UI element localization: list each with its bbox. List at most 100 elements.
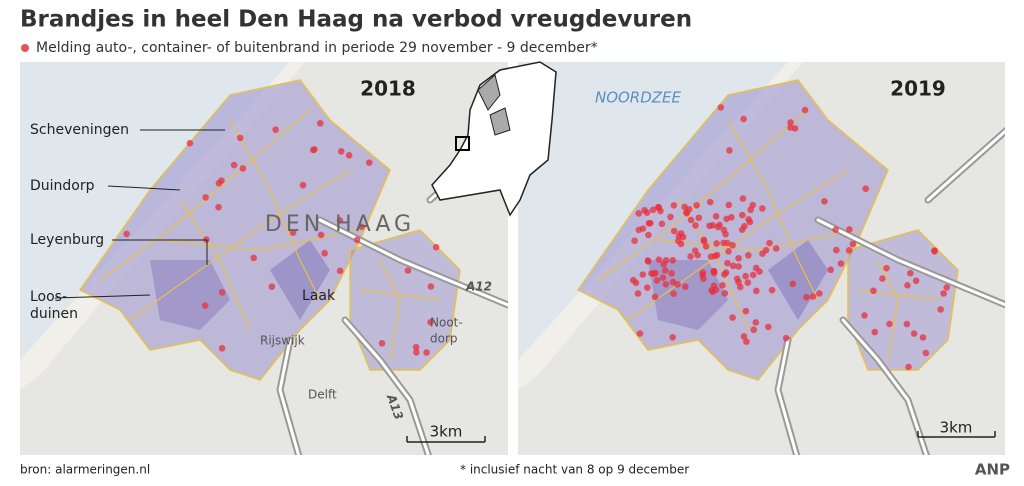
incident-dot [702,243,710,250]
incident-dot [378,339,386,347]
incident-dot [886,320,893,328]
incident-dot [816,290,823,297]
incident-dot [706,198,714,206]
incident-dot [787,124,794,131]
incident-dot [692,222,699,229]
incident-dot [203,236,210,243]
place-label: Leyenburg [30,232,104,248]
incident-dot [423,349,430,356]
incident-dot [725,201,733,209]
incident-dot [940,290,947,297]
incident-dot [123,230,130,238]
incident-dot [724,259,731,267]
incident-dot [747,206,755,214]
incident-dot [883,264,890,272]
incident-dot [218,344,226,352]
incident-dot [321,249,328,257]
incident-dot [937,306,944,313]
incident-dot [904,282,911,289]
incident-dot [639,271,647,278]
incident-dot [635,210,643,217]
incident-dot [871,328,879,336]
place-label: Scheveningen [30,122,129,138]
place-label: Delft [308,388,337,402]
incident-dot [756,268,763,275]
incident-dot [693,201,700,209]
incident-dot [736,283,744,291]
incident-dot [289,229,297,236]
incident-dot [750,326,758,334]
legend-text: Melding auto-, container- of buitenbrand… [36,40,598,56]
incident-dot [365,159,373,166]
incident-dot [740,115,747,123]
incident-dot [317,231,325,239]
incident-dot [907,269,914,277]
incident-dot [670,202,678,209]
incident-dot [752,319,760,326]
incident-dot [427,283,435,290]
incident-dot [700,275,707,282]
place-label: Rijswijk [260,334,305,348]
incident-dot [670,290,677,297]
incident-dot [645,231,652,239]
place-label: Noot- [430,316,463,330]
place-label: Duindorp [30,178,95,194]
incident-dot [722,269,730,276]
road-label: A12 [465,280,492,294]
incident-dot [733,275,741,283]
incident-dot [832,226,840,233]
incident-dot [683,208,690,216]
incident-dot [299,181,307,189]
incident-dot [641,206,648,214]
incident-dot [849,240,857,248]
incident-dot [903,320,911,328]
incident-dot [739,195,747,202]
incident-dot [710,269,718,277]
incident-dot [759,205,766,212]
incident-dot [745,251,752,259]
city-label: DEN HAAG [265,212,415,237]
map-2018 [0,62,520,460]
incident-dot [765,323,772,331]
place-label: Laak [302,288,336,304]
incident-dot [700,238,708,245]
incident-dot [743,338,750,345]
incident-dot [717,104,725,111]
incident-dot [729,314,736,321]
incident-dot [742,272,749,280]
incident-dot [803,293,810,301]
incident-dot [910,330,918,337]
incident-dot [635,226,643,234]
scale-bar [406,436,486,443]
incident-dot [634,290,642,297]
incident-dot [742,307,750,315]
incident-dot [720,239,727,247]
incident-dot [931,247,938,255]
incident-dot [644,284,651,292]
incident-dot [661,267,669,274]
incident-dot [738,226,746,233]
incident-dot [726,147,733,154]
incident-dot [413,349,420,356]
year: 2018 [360,77,416,101]
incident-dot [943,284,951,291]
incident-dot [862,185,870,193]
incident-dot [870,287,877,295]
incident-dot [651,293,659,301]
sea-label: NOORDZEE [595,89,682,107]
incident-dot [677,240,685,248]
incident-dot [316,119,324,127]
incident-dot [215,203,222,211]
incident-dot [311,146,318,153]
incident-dot [735,254,742,262]
incident-dot [336,267,344,275]
incident-dot [404,267,412,274]
agency: ANP [975,461,1010,479]
incident-dot [649,206,657,214]
incident-dot [636,330,644,337]
incident-dot [809,293,817,300]
incident-dot [239,165,247,172]
incident-dot [632,279,640,286]
incident-dot [711,252,719,260]
